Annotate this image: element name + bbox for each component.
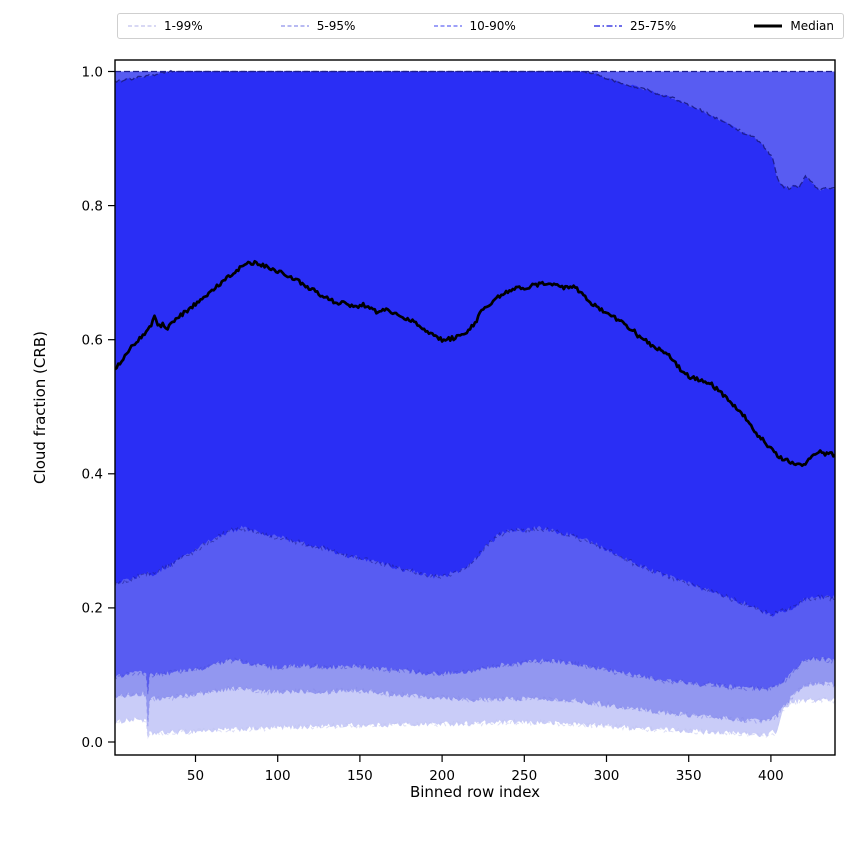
- y-tick-label: 0.6: [82, 333, 103, 349]
- legend-item-10-90: 10-90%: [433, 20, 516, 32]
- x-tick-label: 50: [187, 768, 204, 784]
- plot-area: [115, 69, 835, 740]
- band-fill-25-75%: [115, 71, 835, 617]
- median-line: [115, 259, 835, 468]
- legend: 1-99% 5-95% 10-90% 25-75% Median: [117, 13, 844, 39]
- x-tick-label: 150: [347, 768, 373, 784]
- legend-label-1-99: 1-99%: [164, 19, 203, 33]
- legend-label-25-75: 25-75%: [629, 19, 677, 33]
- y-tick-label: 0.4: [82, 467, 103, 483]
- x-tick-label: 100: [265, 768, 291, 784]
- legend-line-5-95-icon: [280, 25, 309, 27]
- legend-item-median: Median: [753, 20, 834, 32]
- legend-item-1-99: 1-99%: [127, 20, 203, 32]
- band-lower-edge-10-90%: [115, 656, 835, 695]
- y-tick-label: 0.0: [82, 735, 103, 751]
- y-tick-label: 1.0: [82, 64, 103, 80]
- y-axis-label: Cloud fraction (CRB): [31, 331, 49, 484]
- band-lower-edge-1-99%: [115, 696, 835, 739]
- x-tick-label: 300: [594, 768, 620, 784]
- x-tick-label: 350: [676, 768, 702, 784]
- x-axis-label: Binned row index: [410, 783, 540, 801]
- legend-label-median: Median: [790, 19, 834, 33]
- legend-line-1-99-icon: [128, 25, 156, 27]
- legend-line-10-90-icon: [433, 25, 462, 27]
- x-tick-label: 400: [758, 768, 784, 784]
- band-lower-edge-5-95%: [115, 680, 835, 727]
- legend-item-25-75: 25-75%: [593, 20, 676, 32]
- legend-line-25-75-icon: [593, 25, 622, 27]
- y-tick-label: 0.8: [82, 198, 103, 214]
- axes-frame: [114, 59, 836, 756]
- x-tick-label: 200: [429, 768, 455, 784]
- legend-label-10-90: 10-90%: [469, 19, 516, 33]
- legend-label-5-95: 5-95%: [316, 19, 356, 33]
- y-tick-label: 0.2: [82, 601, 103, 617]
- legend-line-median-icon: [754, 24, 783, 28]
- x-tick-label: 250: [511, 768, 537, 784]
- legend-item-5-95: 5-95%: [280, 19, 356, 33]
